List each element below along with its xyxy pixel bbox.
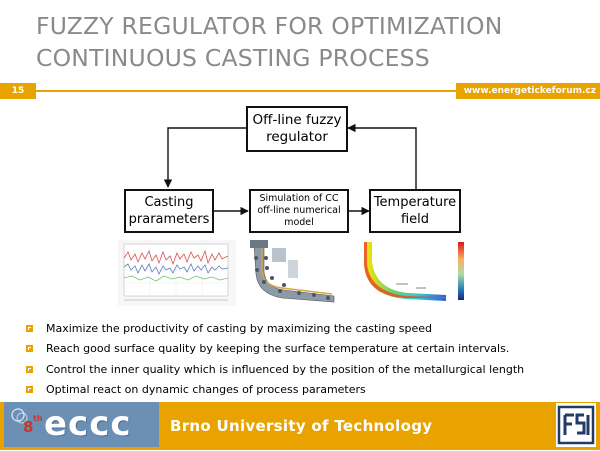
eccc-logo-superscript: th xyxy=(33,414,43,423)
temperature-field-label: Temperature field xyxy=(373,195,457,227)
slide-number: 15 xyxy=(11,86,25,96)
bullet-square-icon xyxy=(26,365,33,373)
slide-title-line-1: FUZZY REGULATOR FOR OPTIMIZATION xyxy=(36,12,503,40)
website-bar xyxy=(456,83,600,99)
bullet-square-icon xyxy=(26,324,33,332)
parameter-plot-image xyxy=(118,240,236,306)
fuzzy-regulator-box: Off-line fuzzy regulator xyxy=(246,106,348,152)
temperature-field-image xyxy=(356,238,468,304)
bullet-list: Maximize the productivity of casting by … xyxy=(26,318,596,400)
fsi-logo xyxy=(556,403,596,447)
slide-title: FUZZY REGULATOR FOR OPTIMIZATION CONTINU… xyxy=(36,10,576,74)
slide-number-bar xyxy=(0,83,36,99)
eccc-swirl-icon xyxy=(11,408,28,424)
list-item: Optimal react on dynamic changes of proc… xyxy=(26,380,596,401)
bullet-square-icon xyxy=(26,386,33,394)
arrow-temperature-to-fuzzy xyxy=(347,123,417,189)
university-name: Brno University of Technology xyxy=(170,417,433,435)
eccc-logo-number: 8 xyxy=(23,418,34,436)
arrow-fuzzy-to-casting xyxy=(163,127,246,188)
eccc-logo: 8 th eccc xyxy=(4,402,159,447)
casting-parameters-label: Casting prarameters xyxy=(128,195,210,227)
bullet-text: Optimal react on dynamic changes of proc… xyxy=(46,383,366,397)
caster-model-image xyxy=(244,238,340,304)
simulation-box: Simulation of CC off-line numerical mode… xyxy=(249,189,349,233)
list-item: Reach good surface quality by keeping th… xyxy=(26,339,596,360)
fuzzy-regulator-label: Off-line fuzzy regulator xyxy=(252,112,342,145)
casting-parameters-box: Casting prarameters xyxy=(124,189,214,233)
bullet-square-icon xyxy=(26,345,33,353)
eccc-logo-text: eccc xyxy=(44,404,132,444)
header-divider xyxy=(36,90,456,92)
bullet-text: Reach good surface quality by keeping th… xyxy=(46,342,510,356)
bullet-text: Control the inner quality which is influ… xyxy=(46,362,525,376)
bullet-text: Maximize the productivity of casting by … xyxy=(46,321,433,335)
simulation-label: Simulation of CC off-line numerical mode… xyxy=(257,193,341,228)
list-item: Maximize the productivity of casting by … xyxy=(26,318,596,339)
temperature-field-box: Temperature field xyxy=(369,189,461,233)
website-url: www.energetickeforum.cz xyxy=(463,86,596,96)
fsi-logo-icon xyxy=(557,405,595,445)
list-item: Control the inner quality which is influ… xyxy=(26,359,596,380)
slide-title-line-2: CONTINUOUS CASTING PROCESS xyxy=(36,44,430,72)
